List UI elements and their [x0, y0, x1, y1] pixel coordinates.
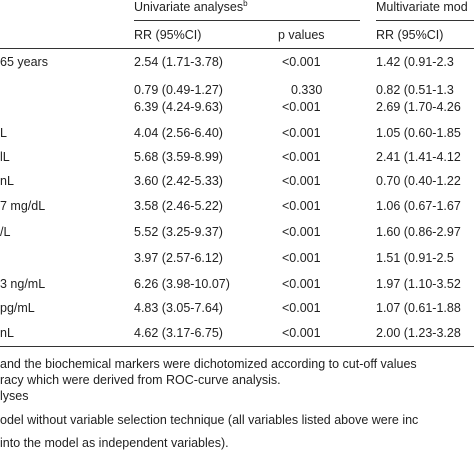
row-mrr: 2.69 (1.70-4.26: [376, 100, 461, 114]
row-p: <0.001: [282, 251, 321, 265]
row-mrr: 2.41 (1.41-4.12: [376, 150, 461, 164]
row-mrr: 1.42 (0.91-2.3: [376, 55, 454, 69]
row-rr: 3.58 (2.46-5.22): [134, 199, 223, 213]
row-p: <0.001: [282, 326, 321, 340]
row-mrr: 0.82 (0.51-1.3: [376, 83, 454, 97]
row-rr: 6.26 (3.98-10.07): [134, 277, 230, 291]
row-rr: 4.62 (3.17-6.75): [134, 326, 223, 340]
row-label: 65 years: [0, 55, 48, 69]
row-p: <0.001: [282, 199, 321, 213]
rr-header-multivariate: RR (95%CI): [376, 28, 444, 42]
footnote: and the biochemical markers were dichoto…: [0, 357, 417, 371]
row-rr: 6.39 (4.24-9.63): [134, 100, 223, 114]
univariate-underline: [134, 20, 360, 21]
row-mrr: 0.70 (0.40-1.22: [376, 174, 461, 188]
row-rr: 2.54 (1.71-3.78): [134, 55, 223, 69]
row-p: 0.330: [291, 83, 323, 97]
univariate-footnote-mark: b: [243, 0, 248, 8]
row-mrr: 1.07 (0.61-1.88: [376, 301, 461, 315]
row-rr: 4.04 (2.56-6.40): [134, 126, 223, 140]
row-rr: 3.60 (2.42-5.33): [134, 174, 223, 188]
row-mrr: 1.05 (0.60-1.85: [376, 126, 461, 140]
row-p: <0.001: [282, 301, 321, 315]
univariate-header: Univariate analysesb: [134, 0, 248, 15]
row-label: lL: [0, 150, 10, 164]
row-rr: 5.52 (3.25-9.37): [134, 225, 223, 239]
row-p: <0.001: [282, 150, 321, 164]
row-rr: 4.83 (3.05-7.64): [134, 301, 223, 315]
row-label: nL: [0, 326, 14, 340]
footnote: odel without variable selection techniqu…: [0, 413, 419, 427]
row-mrr: 1.51 (0.91-2.5: [376, 251, 454, 265]
multivariate-underline: [376, 20, 474, 21]
header-rule: [0, 48, 474, 49]
row-label: /L: [0, 225, 11, 239]
row-label: 3 ng/mL: [0, 277, 46, 291]
row-p: <0.001: [282, 174, 321, 188]
row-p: <0.001: [282, 126, 321, 140]
bottom-rule: [0, 346, 474, 347]
univariate-header-text: Univariate analyses: [134, 0, 244, 14]
rr-header-univariate: RR (95%CI): [134, 28, 202, 42]
row-label: pg/mL: [0, 301, 35, 315]
row-rr: 0.79 (0.49-1.27): [134, 83, 223, 97]
pvalues-header: p values: [278, 28, 325, 42]
row-rr: 5.68 (3.59-8.99): [134, 150, 223, 164]
multivariate-header: Multivariate mod: [376, 0, 468, 14]
row-mrr: 1.06 (0.67-1.67: [376, 199, 461, 213]
row-label: L: [0, 126, 7, 140]
row-p: <0.001: [282, 55, 321, 69]
row-mrr: 1.60 (0.86-2.97: [376, 225, 461, 239]
row-mrr: 1.97 (1.10-3.52: [376, 277, 461, 291]
row-p: <0.001: [282, 225, 321, 239]
footnote: into the model as independent variables)…: [0, 436, 229, 450]
footnote: racy which were derived from ROC-curve a…: [0, 373, 281, 387]
row-label: 7 mg/dL: [0, 199, 46, 213]
row-p: <0.001: [282, 100, 321, 114]
footnote: lyses: [0, 389, 29, 403]
row-mrr: 2.00 (1.23-3.28: [376, 326, 461, 340]
row-rr: 3.97 (2.57-6.12): [134, 251, 223, 265]
row-p: <0.001: [282, 277, 321, 291]
row-label: nL: [0, 174, 14, 188]
